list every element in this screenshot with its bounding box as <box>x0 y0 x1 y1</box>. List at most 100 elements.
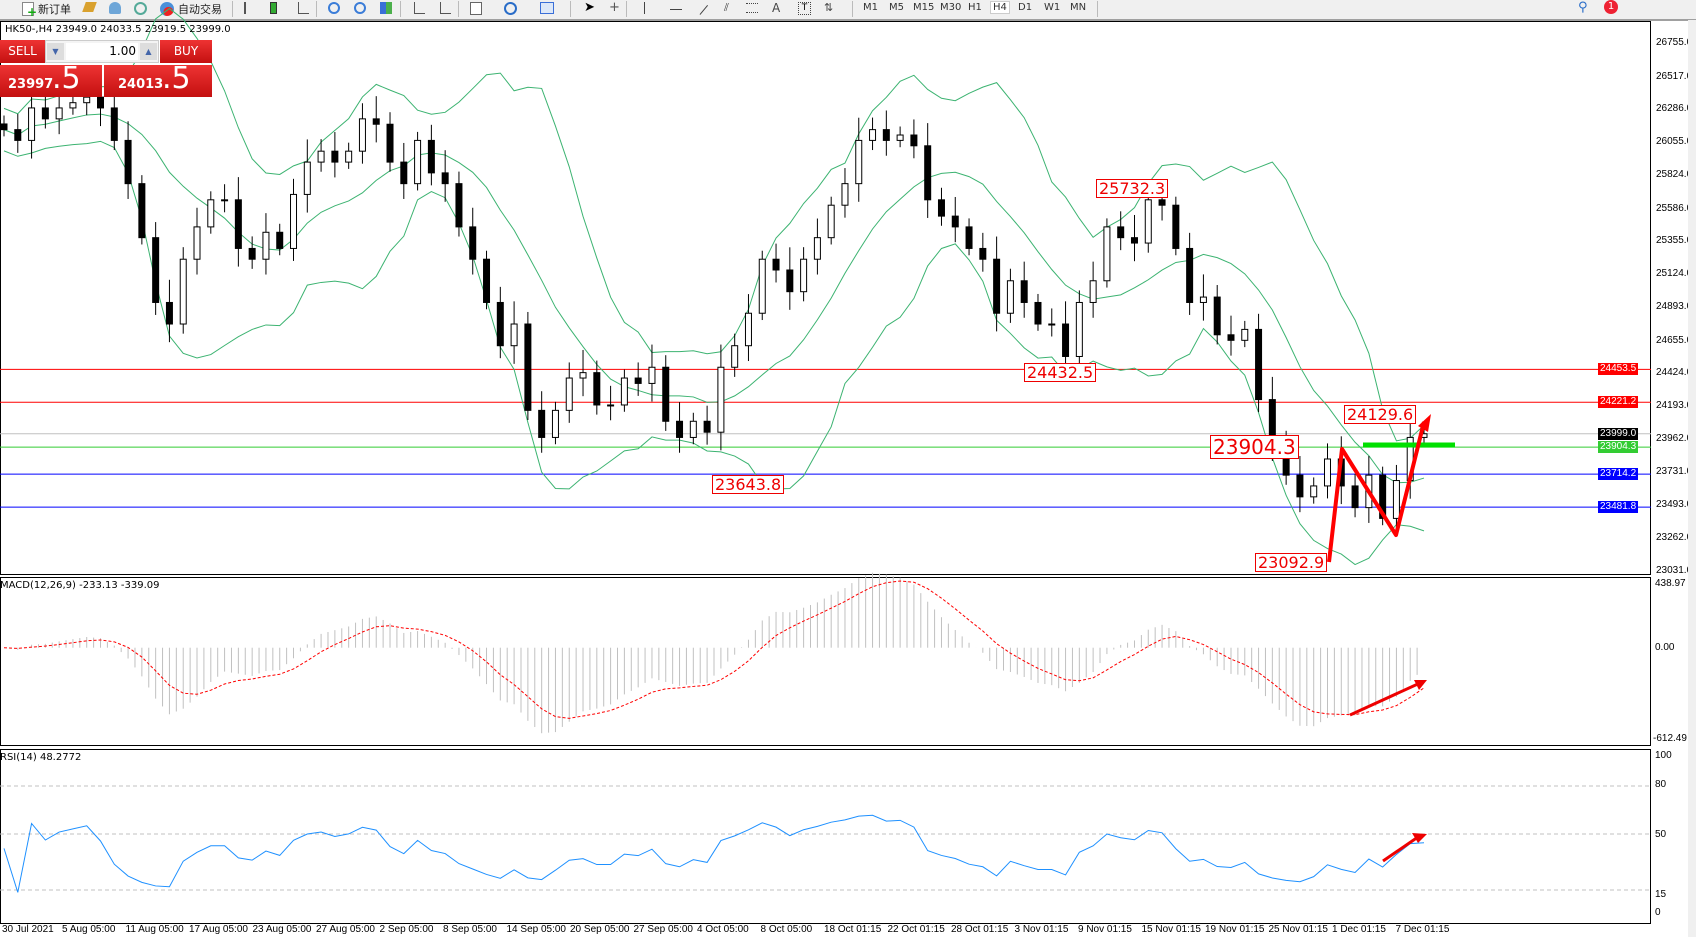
navigator-icon[interactable] <box>109 2 121 14</box>
annotation-high-25732[interactable]: 25732.3 <box>1096 179 1169 198</box>
candlestick-chart-icon[interactable] <box>270 2 277 14</box>
candle <box>1089 280 1097 303</box>
annotation-24129[interactable]: 24129.6 <box>1344 405 1417 424</box>
candle <box>593 372 601 406</box>
candle <box>221 199 229 202</box>
candle <box>290 193 298 249</box>
macd-chart <box>3 572 1427 734</box>
time-axis-label: 14 Sep 05:00 <box>506 924 567 935</box>
timeframe-h4[interactable]: H4 <box>990 1 1010 14</box>
signals-icon[interactable] <box>134 2 147 15</box>
time-axis-label: 7 Dec 01:15 <box>1395 924 1450 935</box>
indicators-icon[interactable] <box>470 2 482 15</box>
price-axis-label: 23962.0 <box>1656 433 1693 444</box>
candle <box>165 301 173 325</box>
candle <box>1117 226 1125 239</box>
main-chart-pane[interactable] <box>0 21 1651 575</box>
text-label-icon[interactable]: T <box>798 2 811 15</box>
candle <box>1172 204 1180 249</box>
price-axis-label: 25824.0 <box>1656 169 1693 180</box>
candle <box>538 409 546 438</box>
sell-price-box[interactable]: 23997 .5 <box>0 61 102 97</box>
annotation-24432[interactable]: 24432.5 <box>1024 363 1097 382</box>
annotation-low-23092[interactable]: 23092.9 <box>1255 553 1328 572</box>
line-chart-icon[interactable] <box>298 2 309 14</box>
autoscroll-icon[interactable] <box>440 2 451 14</box>
vertical-line-icon[interactable] <box>644 2 646 14</box>
candle <box>1255 328 1263 401</box>
text-icon[interactable]: A <box>772 1 781 15</box>
candle <box>358 118 366 152</box>
time-axis-label: 27 Aug 05:00 <box>316 924 375 935</box>
rsi-axis-50: 50 <box>1655 829 1667 840</box>
buy-button[interactable]: BUY <box>160 40 212 63</box>
lot-input[interactable]: 1.00 <box>66 43 138 60</box>
candle <box>83 96 91 104</box>
candle <box>524 323 532 411</box>
zoom-out-icon[interactable] <box>354 2 366 14</box>
price-axis-label: 23031.0 <box>1656 565 1693 576</box>
scrollbar[interactable] <box>1688 20 1696 937</box>
macd-axis-zero: 0.00 <box>1655 642 1675 653</box>
time-axis-label: 5 Aug 05:00 <box>62 924 116 935</box>
timeframe-m30[interactable]: M30 <box>940 2 962 13</box>
zoom-in-icon[interactable] <box>328 2 340 14</box>
timeframe-d1[interactable]: D1 <box>1018 2 1033 13</box>
lot-decrease-button[interactable]: ▼ <box>47 43 64 60</box>
search-icon[interactable]: ⚲ <box>1578 0 1588 15</box>
price-axis-label: 23262.0 <box>1656 532 1693 544</box>
candle <box>179 258 187 325</box>
candle <box>1034 301 1042 325</box>
candle <box>1062 323 1070 357</box>
price-axis-label: 24424.0 <box>1656 367 1693 379</box>
candle <box>55 107 63 120</box>
time-axis-label: 9 Nov 01:15 <box>1078 924 1132 935</box>
candle <box>1323 458 1331 487</box>
candle <box>1310 485 1318 498</box>
annotation-23643[interactable]: 23643.8 <box>712 475 785 494</box>
candle <box>662 366 670 422</box>
channel-icon[interactable]: ⫽ <box>724 1 729 14</box>
candle <box>1130 237 1138 244</box>
bollinger-upper <box>3 7 1425 442</box>
candle <box>248 247 256 260</box>
periods-clock-icon[interactable] <box>504 2 517 15</box>
candle <box>1020 280 1028 303</box>
sell-button[interactable]: SELL <box>0 40 45 63</box>
candle <box>0 123 8 131</box>
time-axis-label: 27 Sep 05:00 <box>633 924 694 935</box>
bollinger-lower <box>3 140 1425 566</box>
timeframe-h1[interactable]: H1 <box>968 2 982 13</box>
candle <box>441 172 449 185</box>
tile-windows-icon[interactable] <box>380 2 392 14</box>
candle <box>207 199 215 228</box>
timeframe-w1[interactable]: W1 <box>1044 2 1061 13</box>
annotation-23904[interactable]: 23904.3 <box>1210 435 1299 459</box>
notification-badge[interactable]: 1 <box>1604 0 1618 14</box>
candle <box>317 150 325 163</box>
chart-shift-icon[interactable] <box>414 2 425 14</box>
timeframe-mn[interactable]: MN <box>1070 2 1087 13</box>
candle <box>1379 474 1387 519</box>
lot-increase-button[interactable]: ▲ <box>140 43 157 60</box>
new-order-button[interactable]: + 新订单 <box>18 1 71 18</box>
templates-icon[interactable] <box>540 2 554 14</box>
price-axis-label: 26517.0 <box>1656 70 1693 82</box>
timeframe-m1[interactable]: M1 <box>863 2 878 13</box>
buy-price-box[interactable]: 24013 .5 <box>104 61 212 97</box>
cursor-icon[interactable]: ➤ <box>584 0 595 15</box>
timeframe-m15[interactable]: M15 <box>913 2 935 13</box>
candle <box>28 107 36 141</box>
arrows-icon[interactable]: ⇅ <box>824 1 834 14</box>
rsi-pane[interactable] <box>0 749 1651 924</box>
rsi-axis-100: 100 <box>1655 750 1672 761</box>
fibonacci-icon[interactable] <box>746 3 758 13</box>
macd-signal-line <box>3 580 1425 719</box>
bar-chart-icon[interactable] <box>244 2 254 14</box>
horizontal-line-icon[interactable] <box>670 9 682 11</box>
timeframe-m5[interactable]: M5 <box>889 2 904 13</box>
arrowhead-icon <box>1412 833 1427 843</box>
time-axis-label: 1 Dec 01:15 <box>1332 924 1386 935</box>
crosshair-icon[interactable]: + <box>609 0 620 15</box>
time-axis-label: 23 Aug 05:00 <box>252 924 312 935</box>
